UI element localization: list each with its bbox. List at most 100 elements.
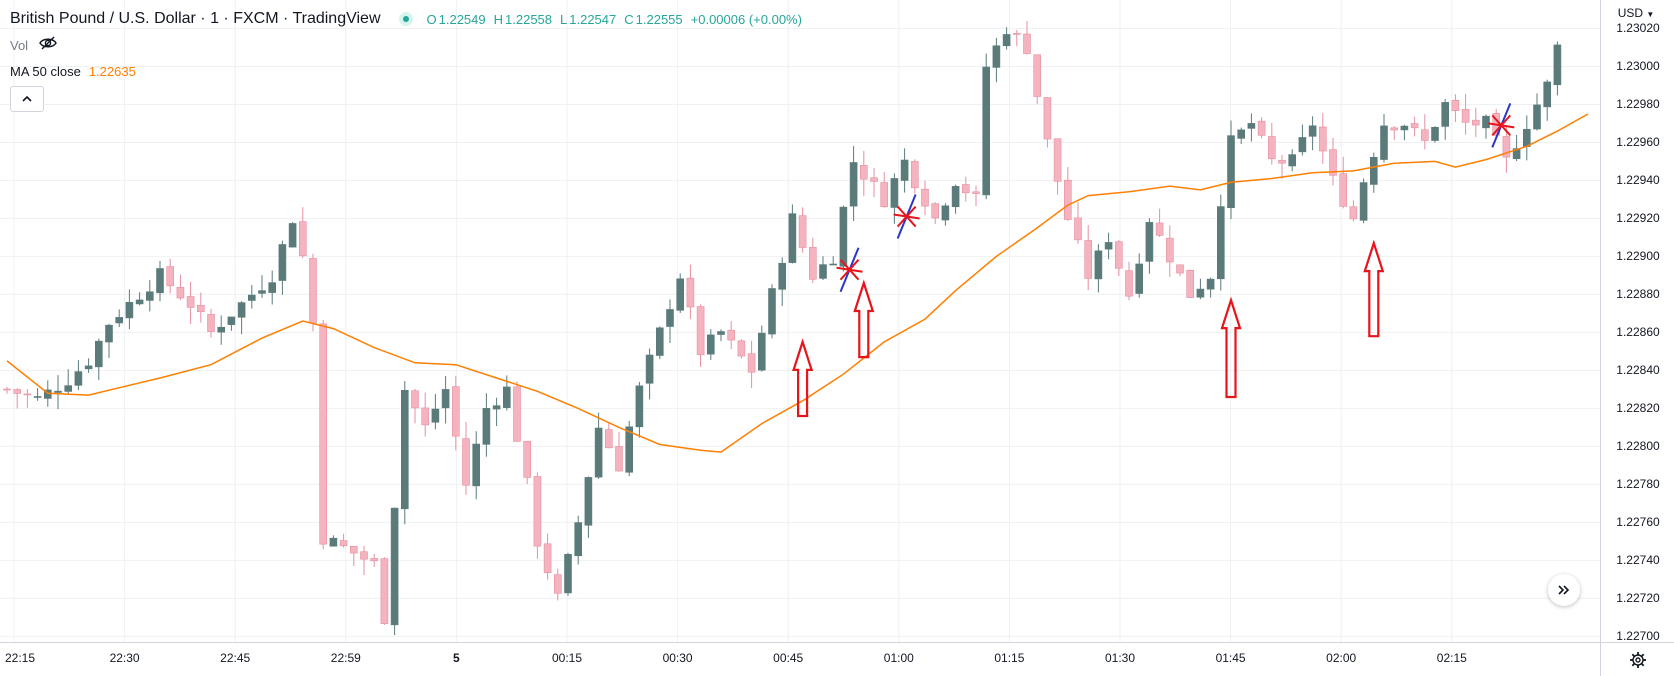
candle-body [1502,136,1511,158]
candle-body [268,282,277,293]
candle [757,325,766,372]
candle-body [492,405,501,410]
candle [33,387,42,401]
close-value: 1.22555 [635,11,683,27]
candle [1339,156,1347,209]
candle [309,253,317,332]
candle [54,375,62,410]
candle-body [798,215,807,248]
candle-body [125,302,134,319]
high-label: H [493,11,504,27]
star-annotation [836,247,863,293]
candle [1349,200,1358,222]
candle [298,207,307,259]
candle [176,274,185,301]
candle-body [564,554,572,594]
chart-settings-button[interactable] [1600,642,1674,676]
candle-body [645,354,654,384]
candle-body [696,306,705,356]
candle [135,292,144,306]
candle [1023,21,1031,55]
candle-body [706,334,715,355]
candle [268,270,277,305]
collapse-legend-button[interactable] [10,86,44,112]
candle-body [910,161,919,189]
arrow-up-annotation [792,338,814,418]
candle-body [757,332,766,371]
candle-body [655,327,664,356]
candle-body [329,537,338,547]
candle [1410,116,1419,137]
candle-body [543,543,552,574]
candle [1461,93,1470,135]
candle [706,329,715,360]
volume-label[interactable]: Vol [10,37,29,53]
candle-body [1166,237,1174,263]
candle [655,326,664,360]
candle-body [1441,102,1449,127]
symbol-title[interactable]: British Pound / U.S. Dollar · 1 · FXCM ·… [10,10,381,27]
candle [1166,225,1174,277]
candle [462,421,470,495]
candle [1482,114,1490,139]
candle-body [788,213,797,263]
time-tick-label: 01:00 [883,651,914,665]
candle [349,545,358,566]
price-axis[interactable]: USD ▼ 1.23020 1.23000 1.22980 1.22960 1.2294… [1600,0,1674,643]
candle-body [982,66,991,196]
time-tick-label: 22:59 [330,651,361,665]
candle [982,53,991,200]
candle [727,321,736,350]
scroll-to-realtime-button[interactable] [1548,574,1580,606]
candle [1441,99,1449,140]
candle-body [584,477,593,526]
candle-body [1094,250,1103,280]
candle-body [1176,264,1184,274]
candle-body [849,162,858,207]
candle-body [451,386,460,437]
candle-body [1482,115,1490,129]
candle [451,375,460,451]
candle [1084,225,1092,291]
price-chart[interactable] [0,0,1600,642]
candle-body [1012,33,1021,35]
candle [125,289,134,330]
candle [1380,114,1388,163]
chevron-down-icon: ▼ [1646,10,1655,19]
time-tick-label: 00:45 [773,651,804,665]
star-annotation [1488,102,1515,148]
eye-hidden-icon[interactable] [38,35,58,56]
double-chevron-right-icon [1558,585,1570,595]
currency-selector[interactable]: USD ▼ [1601,6,1671,20]
candle-body [462,438,470,486]
chart-pane[interactable]: British Pound / U.S. Dollar · 1 · FXCM ·… [0,0,1600,642]
candle-body [727,329,736,341]
price-tick-label: 1.22960 [1616,135,1660,150]
candle-body [1135,263,1143,294]
candle-body [533,476,542,547]
candle [1257,117,1266,139]
candle [278,240,287,295]
candle-body [360,551,368,560]
price-tick-label: 1.22920 [1616,211,1660,226]
candle-body [1002,34,1011,47]
candle-body [1461,108,1470,123]
candle-body [258,290,266,294]
candle [482,393,491,457]
candle [543,533,552,580]
candle-body [441,389,450,409]
candle-body [1533,104,1541,130]
time-axis[interactable]: 22:15 22:30 22:45 22:59 5 00:15 00:30 00:45 01:0… [0,642,1600,676]
candle-body [1472,119,1480,126]
ma-row: MA 50 close 1.22635 [10,58,810,84]
candle [686,264,695,320]
candle-body [808,247,817,280]
candle-body [3,388,11,391]
candle-body [1553,44,1562,86]
price-tick-label: 1.23020 [1616,21,1660,36]
candle-body [1421,129,1429,141]
candle [23,389,32,408]
candle-body [1196,288,1205,298]
candle-body [1390,127,1398,131]
ma-label[interactable]: MA 50 close [10,63,81,79]
